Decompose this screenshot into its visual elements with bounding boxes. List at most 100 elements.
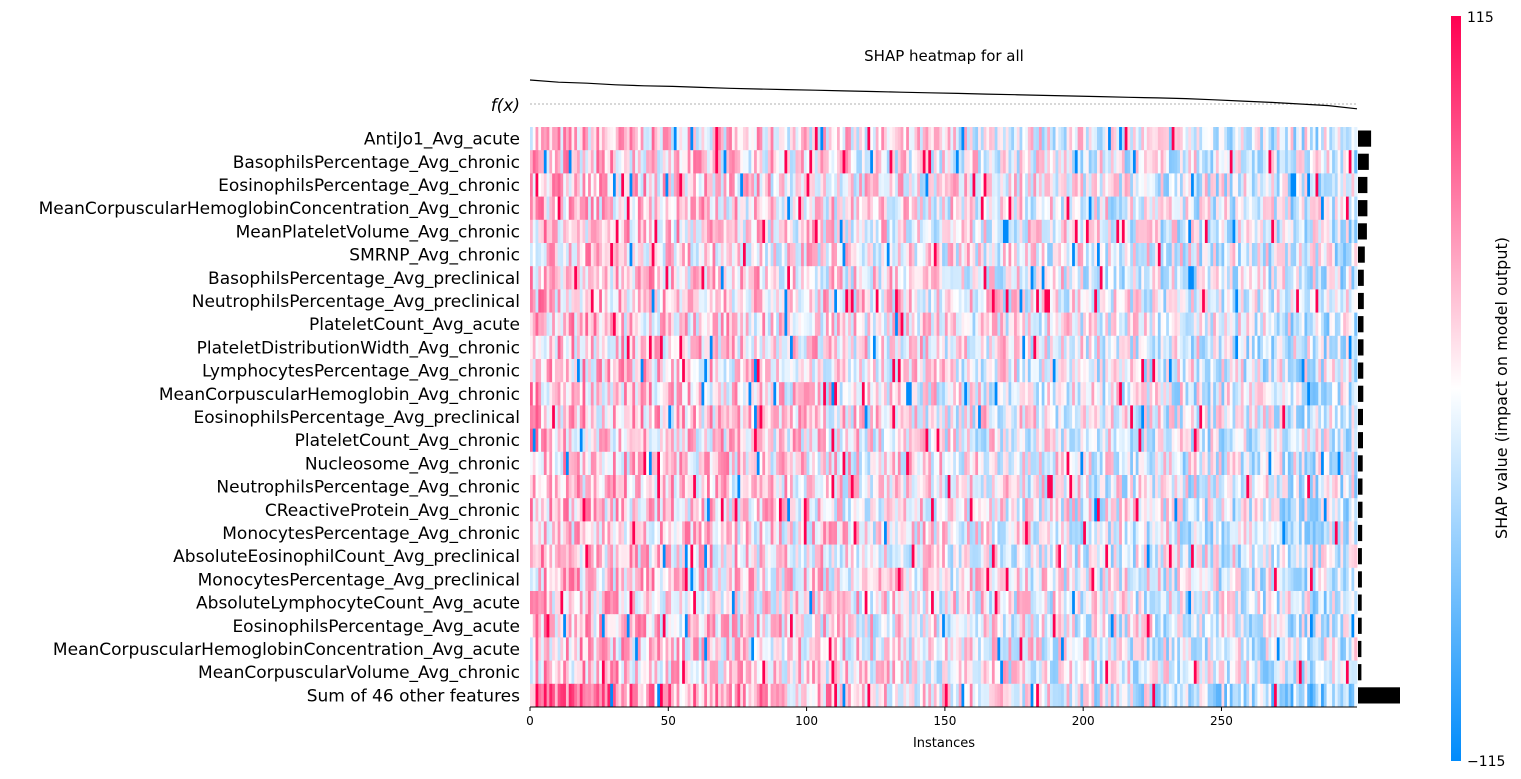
heatmap-cell [944, 475, 949, 499]
heatmap-cell [967, 196, 971, 221]
heatmap-cell [740, 219, 744, 244]
heatmap-cell [1163, 475, 1167, 499]
heatmap-cell [648, 382, 653, 406]
heatmap-cell [967, 266, 971, 290]
heatmap-cell [994, 475, 998, 499]
heatmap-cell [637, 359, 642, 383]
heatmap-cell [690, 243, 694, 267]
heatmap-cell [1345, 335, 1350, 360]
heatmap-cell [787, 335, 791, 360]
heatmap-cell [1091, 196, 1095, 221]
heatmap-cell [980, 359, 985, 383]
heatmap-cell [942, 219, 946, 244]
heatmap-cell [635, 150, 639, 174]
fx-line [529, 79, 1358, 110]
heatmap-cell [624, 498, 628, 522]
heatmap-cell [734, 335, 738, 360]
heatmap-cell [1127, 196, 1131, 221]
heatmap-cell [812, 289, 816, 313]
heatmap-cell [1108, 451, 1112, 476]
heatmap-cell [911, 173, 915, 197]
heatmap-cell [571, 405, 575, 429]
heatmap-cell [1177, 196, 1181, 221]
heatmap-cell [978, 428, 982, 453]
heatmap-cell [610, 173, 614, 197]
heatmap-cell [1326, 335, 1330, 360]
heatmap-cell [1202, 382, 1206, 406]
heatmap-cell [1135, 196, 1139, 221]
heatmap-cell [958, 312, 962, 337]
heatmap-cell [1334, 428, 1339, 453]
heatmap-cell [919, 335, 924, 360]
heatmap-cell [1257, 127, 1261, 151]
heatmap-cell [806, 127, 810, 151]
heatmap-cell [773, 335, 777, 360]
heatmap-cell [1108, 335, 1112, 360]
heatmap-cell [911, 312, 915, 337]
heatmap-cell [582, 451, 586, 476]
heatmap-cell [654, 173, 658, 197]
heatmap-cell [701, 266, 705, 290]
heatmap-cell [1171, 289, 1175, 313]
heatmap-cell [820, 405, 824, 429]
heatmap-cell [789, 312, 794, 337]
heatmap-cell [698, 475, 702, 499]
heatmap-cell [635, 382, 639, 406]
heatmap-cell [1298, 382, 1303, 406]
heatmap-cell [648, 196, 653, 221]
heatmap-cell [676, 382, 680, 406]
heatmap-cell [568, 312, 572, 337]
heatmap-cell [1251, 312, 1256, 337]
heatmap-cell [737, 498, 741, 522]
heatmap-cell [1085, 196, 1090, 221]
heatmap-cell [967, 359, 971, 383]
heatmap-cell [837, 173, 841, 197]
heatmap-cell [1282, 405, 1286, 429]
heatmap-cell [1168, 127, 1173, 151]
heatmap-cell [1077, 498, 1081, 522]
heatmap-cell [1343, 127, 1347, 151]
heatmap-cell [604, 405, 608, 429]
heatmap-cell [1329, 289, 1333, 313]
heatmap-cell [1038, 289, 1043, 313]
heatmap-cell [953, 475, 957, 499]
heatmap-cell [1157, 266, 1162, 290]
heatmap-cell [1000, 173, 1004, 197]
heatmap-cell [1202, 289, 1206, 313]
heatmap-cell [853, 498, 857, 522]
heatmap-cell [1044, 150, 1048, 174]
heatmap-cell [889, 150, 893, 174]
heatmap-cell [660, 359, 664, 383]
heatmap-cell [994, 359, 998, 383]
heatmap-cell [864, 150, 868, 174]
heatmap-cell [931, 382, 935, 406]
heatmap-cell [574, 127, 578, 151]
heatmap-cell [928, 150, 932, 174]
heatmap-cell [662, 127, 666, 151]
heatmap-cell [964, 312, 968, 337]
heatmap-cell [1262, 173, 1267, 197]
heatmap-cell [953, 428, 957, 453]
heatmap-cell [1235, 475, 1239, 499]
heatmap-cell [1144, 127, 1148, 151]
heatmap-cell [859, 266, 863, 290]
heatmap-cell [1332, 289, 1336, 313]
heatmap-cell [552, 475, 556, 499]
heatmap-cell [955, 382, 960, 406]
heatmap-cell [742, 382, 747, 406]
heatmap-cell [590, 219, 595, 244]
heatmap-cell [1260, 359, 1264, 383]
heatmap-cell [1052, 475, 1056, 499]
heatmap-cell [1351, 335, 1355, 360]
heatmap-cell [635, 196, 639, 221]
heatmap-cell [1202, 173, 1206, 197]
heatmap-cell [1298, 266, 1303, 290]
heatmap-cell [1257, 173, 1261, 197]
heatmap-cell [787, 382, 791, 406]
heatmap-cell [900, 289, 904, 313]
heatmap-cell [709, 312, 713, 337]
heatmap-cell [637, 150, 642, 174]
heatmap-cell [1163, 428, 1167, 453]
heatmap-cell [610, 243, 614, 267]
heatmap-cell [1044, 266, 1048, 290]
